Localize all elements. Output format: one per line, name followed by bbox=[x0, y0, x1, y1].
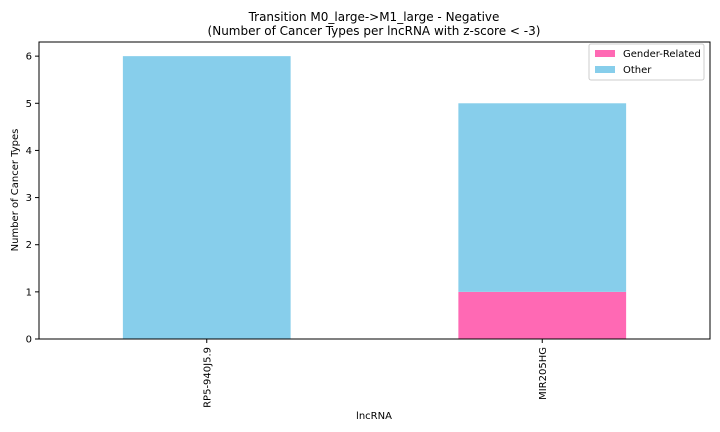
x-tick-label: RP5-940J5.9 bbox=[202, 347, 213, 408]
legend-label-gender-related: Gender-Related bbox=[623, 49, 701, 60]
bar-other-0 bbox=[122, 56, 291, 340]
y-axis: 0 1 2 3 4 5 6 bbox=[26, 52, 39, 346]
x-tick-label: MIR205HG bbox=[538, 347, 549, 400]
y-tick-label: 5 bbox=[26, 99, 32, 110]
y-tick-label: 6 bbox=[26, 52, 32, 63]
y-tick-label: 2 bbox=[26, 240, 32, 251]
legend: Gender-Related Other bbox=[588, 43, 705, 81]
x-axis: RP5-940J5.9 MIR205HG bbox=[202, 339, 549, 408]
legend-label-other: Other bbox=[623, 65, 652, 76]
bars-group bbox=[122, 56, 627, 340]
y-tick-label: 3 bbox=[26, 193, 32, 204]
plot-frame bbox=[38, 41, 711, 340]
y-tick-label: 4 bbox=[26, 146, 32, 157]
x-axis-label: lncRNA bbox=[356, 411, 392, 422]
y-tick-label: 1 bbox=[26, 287, 32, 298]
legend-box bbox=[588, 43, 705, 81]
chart-title: Transition M0_large->M1_large - Negative bbox=[248, 10, 500, 24]
legend-swatch-other bbox=[595, 66, 615, 73]
bar-other-1 bbox=[458, 103, 627, 292]
y-tick-label: 0 bbox=[26, 335, 32, 346]
legend-swatch-gender-related bbox=[595, 50, 615, 57]
y-axis-label: Number of Cancer Types bbox=[10, 129, 21, 252]
bar-gender-related-1 bbox=[458, 291, 627, 339]
chart-subtitle: (Number of Cancer Types per lncRNA with … bbox=[208, 24, 541, 38]
